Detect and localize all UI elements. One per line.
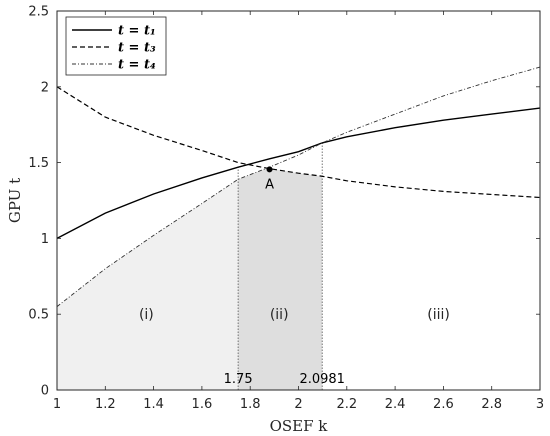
y-tick-label-0: 0 — [41, 384, 49, 399]
x-tick-label-9: 2.8 — [481, 397, 502, 412]
y-tick-label-2: 1 — [41, 232, 49, 247]
series-line-3 — [56, 66, 541, 307]
y-tick-label-1: 0.5 — [28, 308, 49, 323]
vline-label-2: 2.0981 — [299, 372, 345, 387]
legend-label-3: t = t₄ — [118, 58, 156, 73]
x-tick-label-2: 1.4 — [143, 397, 164, 412]
y-tick-label-5: 2.5 — [28, 5, 49, 20]
x-tick-label-0: 1 — [53, 397, 61, 412]
x-tick-label-1: 1.2 — [95, 397, 116, 412]
y-tick-label-4: 2 — [41, 80, 49, 95]
shaded-regions — [57, 167, 323, 390]
region-i-fill — [57, 179, 239, 390]
legend: t = t₁ t = t₃ t = t₄ — [65, 16, 167, 76]
vline-label-1: 1.75 — [224, 372, 253, 387]
x-tick-label-8: 2.6 — [433, 397, 454, 412]
region-labels: (i) (ii) (iii) — [139, 307, 450, 323]
axis-ticks: 1 1.2 1.4 1.6 1.8 2 2.2 2.4 2.6 2.8 3 0 0.5 1 1.5 2 2.5 — [28, 5, 544, 413]
legend-label-1: t = t₁ — [118, 24, 156, 39]
vertical-guides: 1.75 2.0981 — [224, 142, 345, 390]
series-line-1 — [56, 107, 541, 240]
point-a-label: A — [265, 177, 274, 192]
x-tick-label-4: 1.8 — [240, 397, 261, 412]
legend-box — [65, 16, 167, 76]
region-label-2: (ii) — [270, 307, 289, 323]
x-tick-label-6: 2.2 — [336, 397, 357, 412]
series-lines — [56, 66, 541, 307]
series-line-2 — [56, 86, 541, 199]
region-label-1: (i) — [139, 307, 154, 323]
y-tick-label-3: 1.5 — [28, 156, 49, 171]
x-tick-label-10: 3 — [536, 397, 544, 412]
point-a: A — [265, 166, 274, 192]
y-axis-label: GPU t — [6, 178, 24, 223]
point-a-marker — [266, 166, 273, 173]
x-tick-label-5: 2 — [294, 397, 302, 412]
x-tick-label-7: 2.4 — [385, 397, 406, 412]
x-tick-label-3: 1.6 — [192, 397, 213, 412]
region-ii-fill — [238, 167, 323, 390]
legend-label-2: t = t₃ — [118, 41, 156, 56]
region-label-3: (iii) — [427, 307, 450, 323]
x-axis-label: OSEF k — [270, 417, 329, 435]
